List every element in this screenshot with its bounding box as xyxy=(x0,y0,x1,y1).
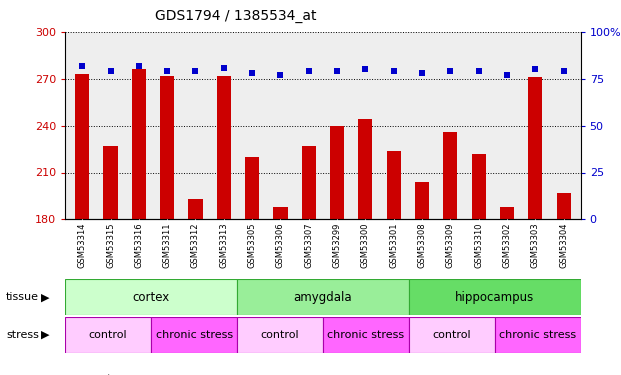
Text: GSM53310: GSM53310 xyxy=(474,222,483,268)
Point xyxy=(502,72,512,78)
Point xyxy=(389,68,399,74)
Text: chronic stress: chronic stress xyxy=(327,330,404,340)
Text: GDS1794 / 1385534_at: GDS1794 / 1385534_at xyxy=(155,9,317,23)
Bar xyxy=(443,132,458,219)
Text: stress: stress xyxy=(6,330,39,340)
Bar xyxy=(556,193,571,219)
Text: tissue: tissue xyxy=(6,292,39,302)
Bar xyxy=(151,317,237,352)
Text: amygdala: amygdala xyxy=(294,291,352,304)
Text: GSM53316: GSM53316 xyxy=(134,222,143,268)
Text: GSM53313: GSM53313 xyxy=(219,222,229,268)
Bar xyxy=(330,126,344,219)
Bar xyxy=(188,199,202,219)
Point xyxy=(360,66,370,72)
Text: control: control xyxy=(89,330,127,340)
Text: GSM53307: GSM53307 xyxy=(304,222,313,268)
Bar xyxy=(65,279,237,315)
Point xyxy=(219,64,229,70)
Text: chronic stress: chronic stress xyxy=(155,330,233,340)
Text: GSM53309: GSM53309 xyxy=(446,222,455,268)
Text: hippocampus: hippocampus xyxy=(455,291,534,304)
Point xyxy=(445,68,455,74)
Text: chronic stress: chronic stress xyxy=(499,330,576,340)
Text: GSM53312: GSM53312 xyxy=(191,222,200,268)
Text: GSM53301: GSM53301 xyxy=(389,222,398,268)
Text: GSM53305: GSM53305 xyxy=(248,222,256,268)
Point xyxy=(134,63,144,69)
Text: GSM53308: GSM53308 xyxy=(417,222,427,268)
Text: GSM53302: GSM53302 xyxy=(502,222,512,268)
Point xyxy=(247,70,257,76)
Point xyxy=(106,68,116,74)
Text: ▶: ▶ xyxy=(41,292,50,302)
Text: GSM53314: GSM53314 xyxy=(78,222,87,268)
Bar xyxy=(245,157,259,219)
Bar xyxy=(273,207,288,219)
Bar xyxy=(387,151,401,219)
Text: ■: ■ xyxy=(65,372,77,375)
Bar xyxy=(528,77,542,219)
Bar xyxy=(323,317,409,352)
Point xyxy=(559,68,569,74)
Point xyxy=(530,66,540,72)
Text: cortex: cortex xyxy=(132,291,170,304)
Text: control: control xyxy=(432,330,471,340)
Point xyxy=(276,72,286,78)
Bar xyxy=(358,119,373,219)
Bar xyxy=(495,317,581,352)
Text: GSM53299: GSM53299 xyxy=(333,222,342,268)
Text: count: count xyxy=(81,374,112,375)
Text: GSM53311: GSM53311 xyxy=(163,222,171,268)
Text: GSM53306: GSM53306 xyxy=(276,222,285,268)
Text: GSM53300: GSM53300 xyxy=(361,222,370,268)
Bar xyxy=(132,69,146,219)
Bar xyxy=(500,207,514,219)
Bar xyxy=(409,279,581,315)
Point xyxy=(417,70,427,76)
Point xyxy=(304,68,314,74)
Point xyxy=(162,68,172,74)
Bar xyxy=(409,317,495,352)
Text: GSM53303: GSM53303 xyxy=(531,222,540,268)
Text: control: control xyxy=(261,330,299,340)
Point xyxy=(474,68,484,74)
Bar xyxy=(160,76,175,219)
Bar xyxy=(237,279,409,315)
Bar xyxy=(65,317,151,352)
Point xyxy=(77,63,87,69)
Bar xyxy=(237,317,323,352)
Bar xyxy=(104,146,117,219)
Bar xyxy=(217,76,231,219)
Bar xyxy=(415,182,429,219)
Bar xyxy=(302,146,316,219)
Point xyxy=(191,68,201,74)
Bar xyxy=(75,74,89,219)
Point xyxy=(332,68,342,74)
Bar xyxy=(471,154,486,219)
Text: ▶: ▶ xyxy=(41,330,50,340)
Text: GSM53304: GSM53304 xyxy=(559,222,568,268)
Text: GSM53315: GSM53315 xyxy=(106,222,115,268)
